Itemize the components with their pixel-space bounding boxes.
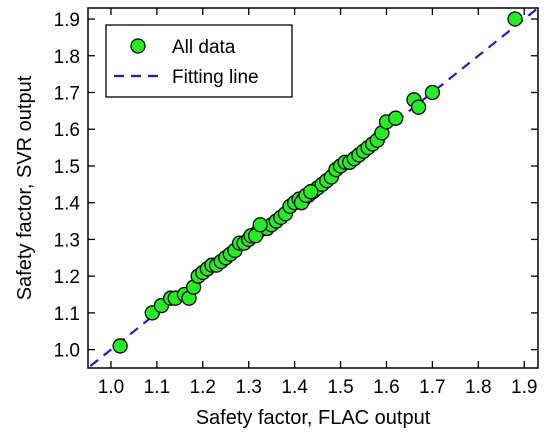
x-tick-label: 1.9	[511, 377, 537, 398]
x-tick-label: 1.8	[465, 377, 491, 398]
x-axis-title: Safety factor, FLAC output	[196, 407, 431, 429]
x-tick-label: 1.0	[98, 377, 124, 398]
x-tick-label: 1.7	[419, 377, 445, 398]
data-point	[303, 184, 319, 200]
x-tick-label: 1.3	[236, 377, 262, 398]
x-tick-label: 1.1	[144, 377, 170, 398]
legend-marker-all-data	[130, 38, 146, 54]
y-tick-label: 1.0	[54, 341, 80, 362]
data-point	[424, 84, 441, 101]
data-point	[507, 11, 523, 27]
y-tick-label: 1.2	[54, 267, 80, 288]
y-tick-label: 1.9	[54, 10, 80, 31]
data-point	[410, 99, 427, 115]
y-tick-label: 1.3	[54, 230, 80, 251]
x-tick-label: 1.4	[281, 377, 308, 398]
axes: 1.0 1.1 1.2 1.3 1.4 1.5 1.6 1.7 1.8 1.9 1.0 1.1 1.2 1…	[54, 7, 539, 398]
legend-box	[105, 24, 293, 98]
fitting-line	[89, 8, 538, 368]
plot-area	[89, 8, 538, 368]
data-point	[112, 338, 128, 354]
data-point	[252, 217, 268, 233]
legend-label-fitting-line: Fitting line	[172, 67, 259, 88]
y-tick-label: 1.7	[54, 83, 80, 104]
y-tick-label: 1.4	[54, 194, 81, 215]
x-tick-label: 1.6	[373, 377, 399, 398]
plot-content	[89, 8, 538, 368]
x-tick-label: 1.5	[327, 377, 353, 398]
data-point	[388, 110, 404, 126]
y-tick-label: 1.1	[54, 304, 80, 325]
y-tick-label: 1.5	[54, 157, 80, 178]
y-tick-label: 1.6	[54, 120, 80, 141]
legend-label-all-data: All data	[172, 37, 236, 58]
y-axis-title: Safety factor, SVR output	[14, 75, 36, 300]
legend: All data Fitting line	[105, 24, 293, 98]
x-tick-label: 1.2	[190, 377, 216, 398]
plot-frame	[87, 7, 539, 369]
y-tick-label: 1.8	[54, 47, 80, 68]
